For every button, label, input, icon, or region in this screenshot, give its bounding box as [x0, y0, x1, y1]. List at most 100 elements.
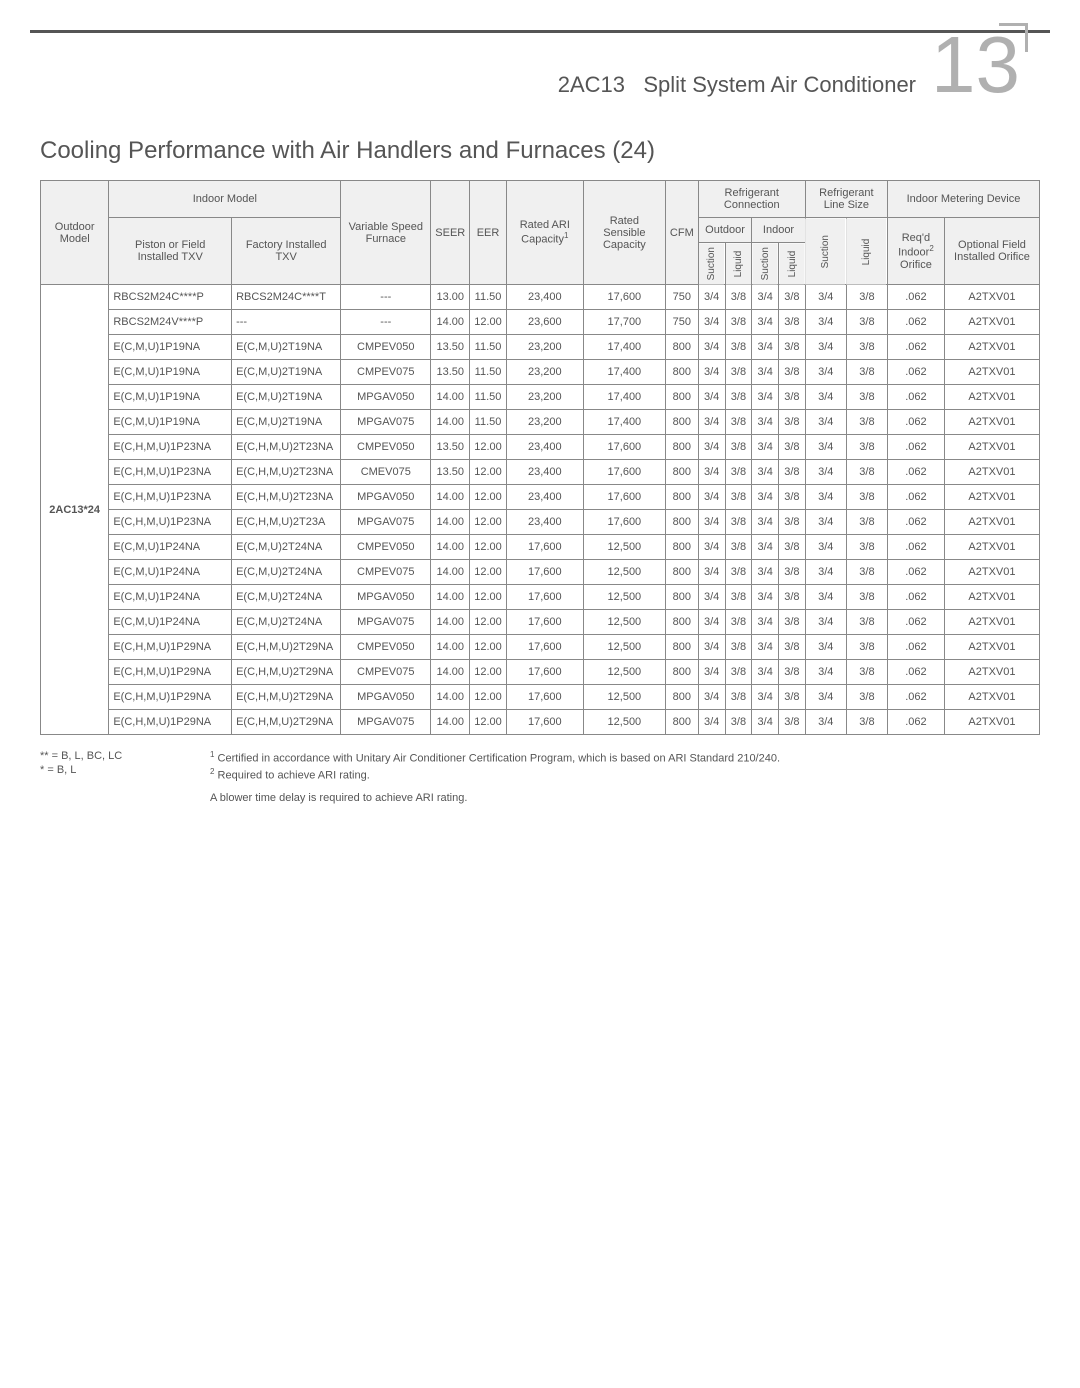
- cell: 800: [665, 485, 698, 510]
- cell: 3/8: [846, 610, 887, 635]
- performance-table: Outdoor Model Indoor Model Variable Spee…: [40, 180, 1040, 735]
- cell: 3/4: [805, 360, 846, 385]
- cell: A2TXV01: [944, 710, 1039, 735]
- cell: A2TXV01: [944, 460, 1039, 485]
- cell: 3/8: [779, 360, 806, 385]
- cell: .062: [887, 360, 944, 385]
- cell: 17,400: [583, 360, 665, 385]
- cell: E(C,M,U)2T24NA: [232, 585, 341, 610]
- cell: 3/8: [846, 285, 887, 310]
- cell: 3/4: [805, 385, 846, 410]
- cell: A2TXV01: [944, 610, 1039, 635]
- table-row: RBCS2M24V****P------14.0012.0023,60017,7…: [41, 310, 1040, 335]
- cell: E(C,M,U)2T24NA: [232, 535, 341, 560]
- th-seer: SEER: [431, 181, 470, 285]
- cell: E(C,M,U)1P24NA: [109, 610, 232, 635]
- th-optional: Optional Field Installed Orifice: [944, 218, 1039, 285]
- cell: 800: [665, 335, 698, 360]
- cell: 3/8: [846, 535, 887, 560]
- cell: 3/4: [805, 535, 846, 560]
- cell: 800: [665, 385, 698, 410]
- cell: 17,600: [506, 635, 583, 660]
- cell: RBCS2M24C****P: [109, 285, 232, 310]
- cell: CMPEV050: [341, 435, 431, 460]
- cell: CMPEV075: [341, 360, 431, 385]
- cell: .062: [887, 560, 944, 585]
- cell: 3/4: [805, 435, 846, 460]
- table-row: E(C,H,M,U)1P23NAE(C,H,M,U)2T23NACMEV0751…: [41, 460, 1040, 485]
- cell: 14.00: [431, 585, 470, 610]
- cell: MPGAV050: [341, 385, 431, 410]
- table-row: E(C,M,U)1P19NAE(C,M,U)2T19NACMPEV07513.5…: [41, 360, 1040, 385]
- cell: 800: [665, 685, 698, 710]
- cell: MPGAV050: [341, 485, 431, 510]
- cell: 17,400: [583, 410, 665, 435]
- th-indoor: Indoor: [752, 218, 805, 243]
- cell: 3/8: [725, 585, 752, 610]
- cell: 23,400: [506, 460, 583, 485]
- cell: 3/4: [698, 485, 725, 510]
- footnote-legend: ** = B, L, BC, LC * = B, L: [40, 750, 170, 805]
- cell: 3/8: [725, 635, 752, 660]
- cell: 3/8: [846, 485, 887, 510]
- cell: 23,400: [506, 510, 583, 535]
- cell: A2TXV01: [944, 560, 1039, 585]
- cell: 23,200: [506, 335, 583, 360]
- cell: 3/8: [846, 410, 887, 435]
- cell: 12,500: [583, 685, 665, 710]
- cell: 12.00: [470, 560, 507, 585]
- table-row: 2AC13*24RBCS2M24C****PRBCS2M24C****T---1…: [41, 285, 1040, 310]
- cell: 3/8: [846, 460, 887, 485]
- cell: A2TXV01: [944, 385, 1039, 410]
- cell: 23,400: [506, 485, 583, 510]
- cell: A2TXV01: [944, 635, 1039, 660]
- cell: 3/8: [846, 635, 887, 660]
- cell: CMPEV050: [341, 335, 431, 360]
- table-body: 2AC13*24RBCS2M24C****PRBCS2M24C****T---1…: [41, 285, 1040, 735]
- cell: 800: [665, 710, 698, 735]
- cell: 3/8: [779, 485, 806, 510]
- th-liquid-line: Liquid: [846, 218, 887, 285]
- cell: 3/4: [752, 410, 779, 435]
- cell: 3/4: [698, 435, 725, 460]
- cell: 3/4: [752, 535, 779, 560]
- th-cfm: CFM: [665, 181, 698, 285]
- cell: 11.50: [470, 410, 507, 435]
- cell: 17,400: [583, 335, 665, 360]
- cell: 12.00: [470, 610, 507, 635]
- outdoor-model-cell: 2AC13*24: [41, 285, 109, 735]
- cell: 12.00: [470, 635, 507, 660]
- cell: E(C,M,U)1P24NA: [109, 535, 232, 560]
- cell: 17,600: [583, 435, 665, 460]
- cell: 3/8: [779, 460, 806, 485]
- product-name: Split System Air Conditioner: [643, 72, 916, 97]
- cell: E(C,H,M,U)2T29NA: [232, 660, 341, 685]
- fn-left-1: ** = B, L, BC, LC: [40, 750, 170, 762]
- th-rated-sensible: Rated Sensible Capacity: [583, 181, 665, 285]
- cell: 3/4: [805, 285, 846, 310]
- cell: 800: [665, 585, 698, 610]
- cell: 3/4: [752, 310, 779, 335]
- cell: 17,600: [506, 585, 583, 610]
- cell: 3/4: [805, 510, 846, 535]
- cell: 3/4: [752, 560, 779, 585]
- cell: 3/4: [698, 285, 725, 310]
- cell: A2TXV01: [944, 535, 1039, 560]
- cell: E(C,M,U)1P24NA: [109, 560, 232, 585]
- table-row: E(C,H,M,U)1P29NAE(C,H,M,U)2T29NACMPEV075…: [41, 660, 1040, 685]
- cell: 12,500: [583, 660, 665, 685]
- th-rated-ari: Rated ARI Capacity1: [506, 181, 583, 285]
- cell: E(C,H,M,U)2T29NA: [232, 635, 341, 660]
- cell: 3/4: [752, 360, 779, 385]
- cell: E(C,H,M,U)2T23NA: [232, 460, 341, 485]
- cell: 17,600: [583, 460, 665, 485]
- cell: 23,200: [506, 360, 583, 385]
- cell: 3/8: [779, 710, 806, 735]
- cell: .062: [887, 410, 944, 435]
- cell: 3/4: [698, 535, 725, 560]
- cell: 3/8: [725, 335, 752, 360]
- cell: A2TXV01: [944, 335, 1039, 360]
- cell: 14.00: [431, 685, 470, 710]
- th-indoor-model: Indoor Model: [109, 181, 341, 218]
- cell: 750: [665, 310, 698, 335]
